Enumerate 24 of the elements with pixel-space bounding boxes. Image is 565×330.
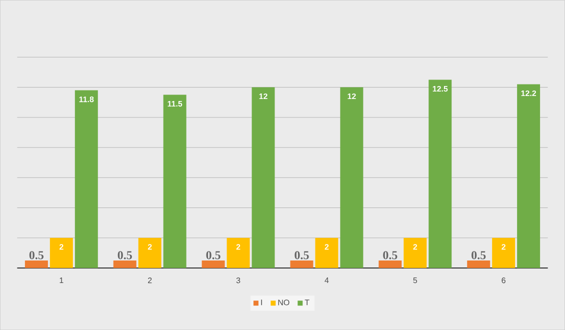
bar (24, 260, 48, 268)
data-label: 0.5 (383, 251, 398, 260)
bar (226, 238, 250, 268)
data-label: 0.5 (118, 251, 132, 260)
bar (202, 260, 225, 268)
bar (404, 238, 427, 268)
bar (378, 260, 402, 268)
bar (74, 90, 98, 268)
bar (492, 238, 516, 268)
data-label: 0.5 (294, 251, 309, 260)
bar (138, 238, 162, 268)
bar (252, 87, 275, 268)
bar (467, 260, 490, 268)
data-label: 0.5 (29, 251, 44, 260)
data-label: 0.5 (472, 251, 486, 260)
bar (290, 260, 314, 268)
bar (517, 84, 540, 268)
bar (315, 238, 338, 268)
bar (113, 260, 136, 268)
bar (163, 94, 186, 268)
bar (340, 87, 364, 268)
data-label: 0.5 (206, 251, 220, 260)
bar (428, 80, 452, 268)
bar (50, 238, 73, 268)
